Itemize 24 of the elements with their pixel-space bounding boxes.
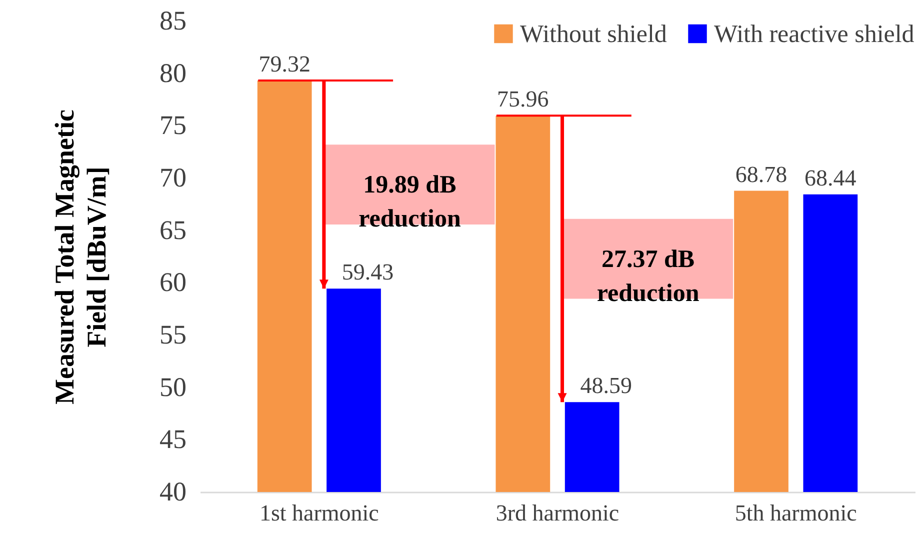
annotation: 19.89 dB reduction bbox=[358, 172, 461, 233]
data-label: 75.96 bbox=[497, 86, 549, 112]
y-tick-label: 80 bbox=[160, 58, 186, 88]
x-tick-label: 5th harmonic bbox=[734, 500, 857, 526]
data-label: 59.43 bbox=[342, 260, 394, 285]
y-tick-label: 50 bbox=[160, 372, 186, 402]
data-label: 68.44 bbox=[804, 165, 857, 190]
y-tick-label: 45 bbox=[160, 424, 186, 454]
data-label: 68.78 bbox=[735, 162, 788, 187]
y-tick-label: 70 bbox=[160, 162, 186, 192]
y-tick-label: 85 bbox=[160, 6, 186, 36]
data-label: 48.59 bbox=[580, 373, 632, 398]
legend-label: With reactive shield bbox=[714, 20, 915, 48]
data-label: 79.32 bbox=[258, 51, 310, 76]
y-tick-label: 40 bbox=[160, 476, 186, 506]
annotation: 27.37 dB reduction bbox=[596, 246, 700, 307]
y-tick-label: 65 bbox=[160, 214, 186, 245]
y-tick-label: 75 bbox=[160, 110, 186, 140]
x-tick-label: 3rd harmonic bbox=[496, 500, 620, 526]
x-tick-label: 1st harmonic bbox=[259, 500, 379, 526]
y-tick-label: 60 bbox=[160, 267, 186, 298]
legend-label: Without shield bbox=[520, 20, 668, 48]
y-axis-title: Measured Total Magnetic Field [dBuV/m] bbox=[50, 109, 112, 404]
y-tick-label: 55 bbox=[160, 320, 186, 350]
